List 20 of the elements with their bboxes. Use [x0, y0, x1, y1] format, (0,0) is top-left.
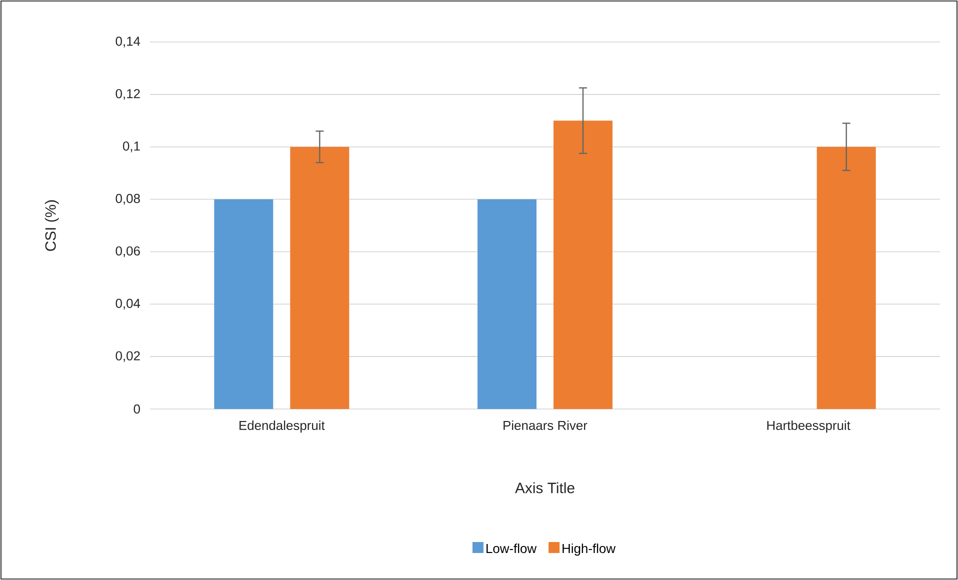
x-tick-label: Hartbeesspruit [767, 420, 850, 433]
bar [478, 199, 537, 410]
y-axis-title: CSI (%) [44, 200, 59, 251]
y-tick-label: 0,14 [116, 36, 140, 48]
x-tick-label: Edendalespruit [240, 420, 325, 433]
y-tick-label: 0 [134, 404, 140, 414]
x-tick-label: Pienaars River [504, 420, 588, 430]
bar [214, 199, 274, 410]
y-tick-label: 0,06 [116, 246, 140, 258]
y-tick-label: 0,1 [122, 142, 140, 152]
legend-label: Low-flow [486, 544, 537, 554]
y-tick-label: 0,02 [116, 351, 140, 362]
bar [290, 146, 350, 410]
y-tick-label: 0,12 [116, 89, 140, 100]
x-axis-title: Axis Title [515, 482, 574, 494]
bar [554, 120, 613, 410]
bar [816, 146, 876, 410]
y-tick-label: 0,04 [116, 298, 140, 310]
y-tick-label: 0,08 [116, 194, 140, 205]
legend-label: High-flow [562, 544, 616, 556]
